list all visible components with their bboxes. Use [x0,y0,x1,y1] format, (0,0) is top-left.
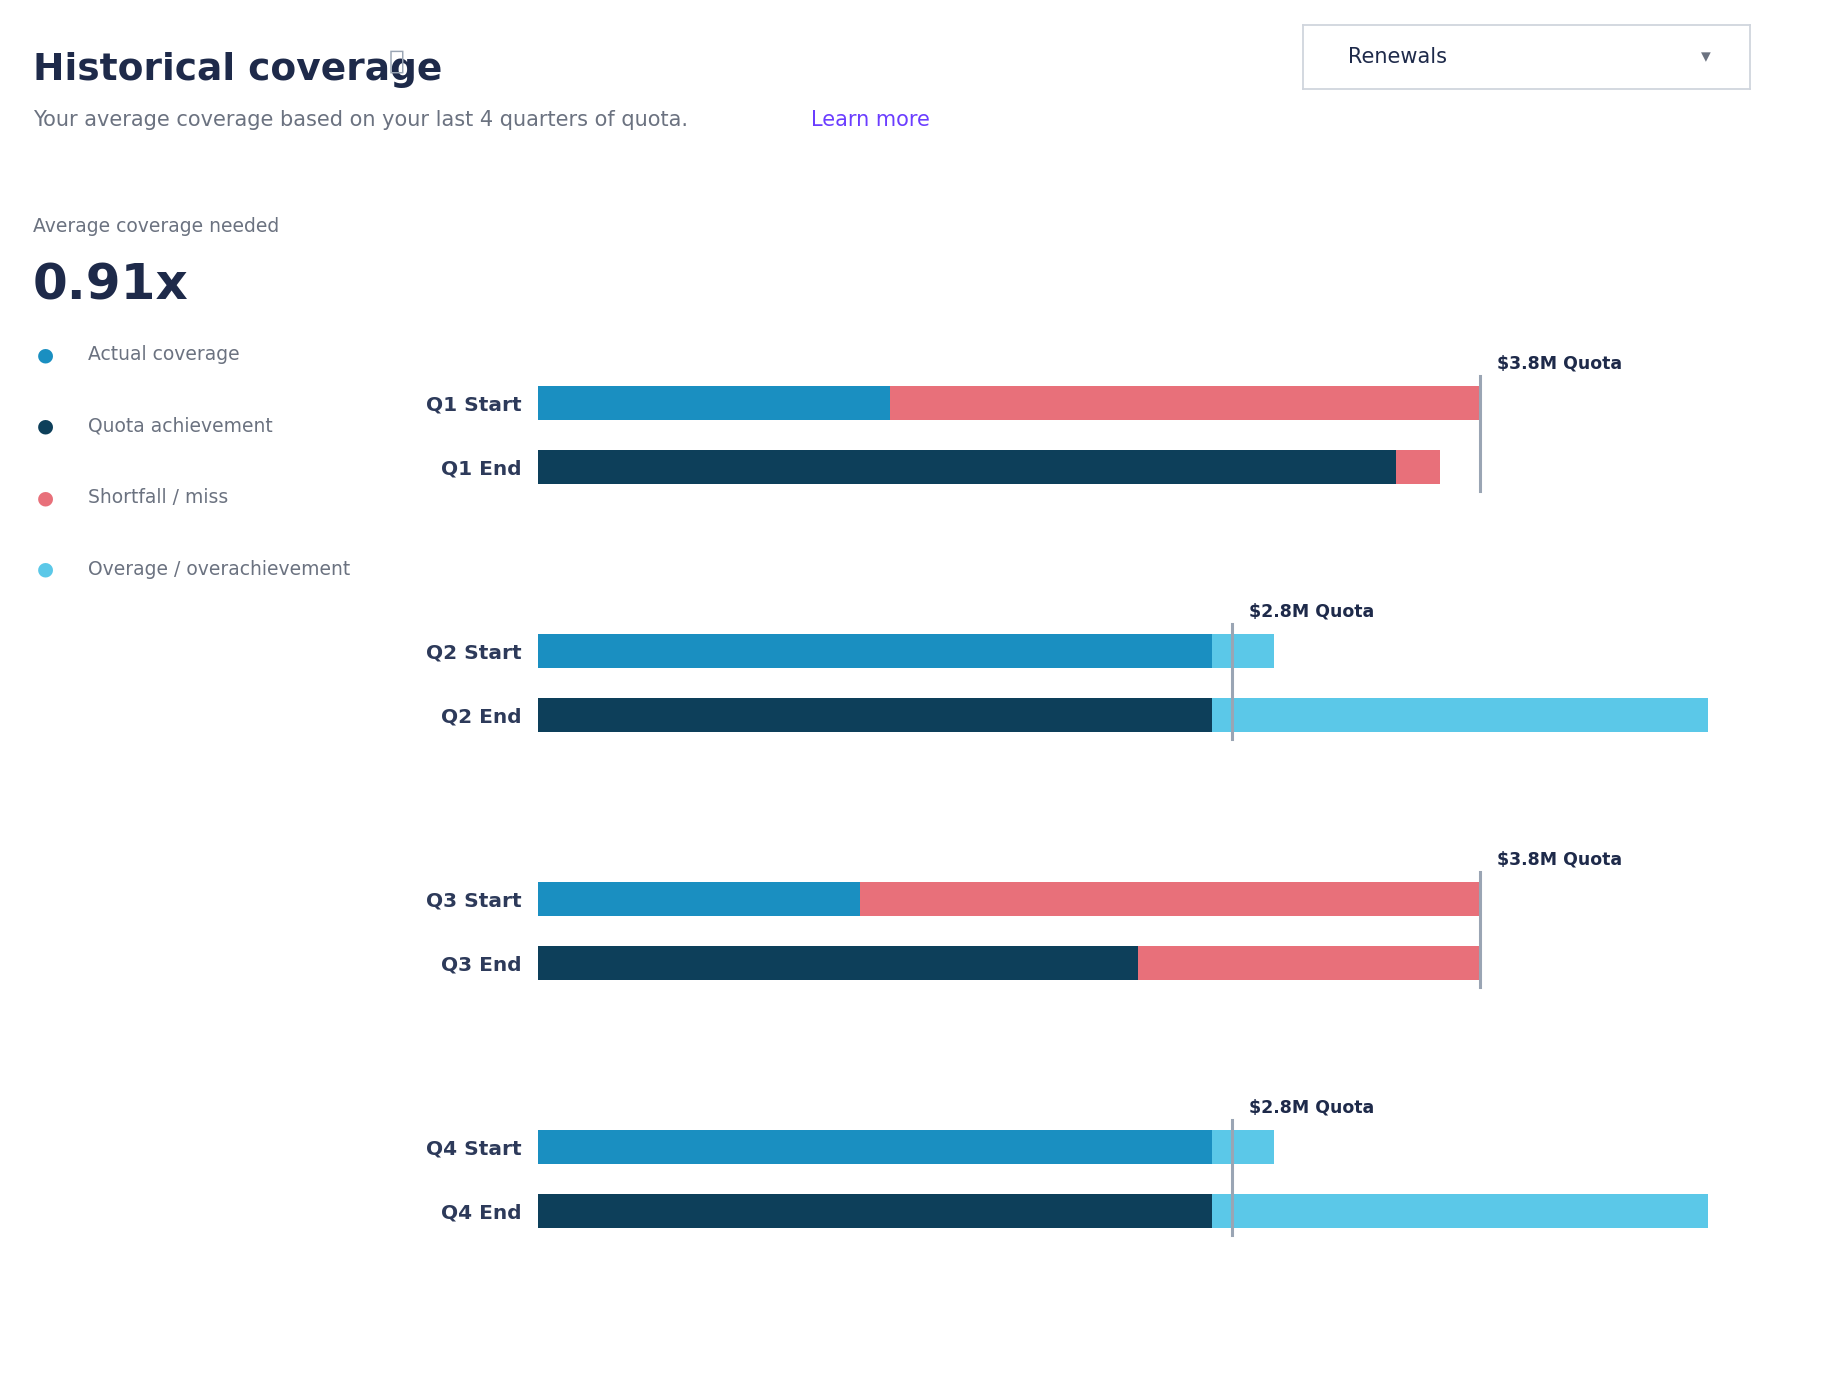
Bar [538,1130,1212,1165]
Text: ⓘ: ⓘ [388,48,405,74]
Text: Overage / overachievement: Overage / overachievement [88,560,350,579]
Bar [538,698,1212,732]
Bar [1212,698,1708,732]
Bar [538,634,1212,668]
Text: Historical coverage: Historical coverage [33,52,443,88]
Text: Renewals: Renewals [1347,47,1447,67]
Text: Actual coverage: Actual coverage [88,345,239,364]
Text: ▾: ▾ [1701,48,1710,66]
Text: Shortfall / miss: Shortfall / miss [88,488,228,507]
Text: Your average coverage based on your last 4 quarters of quota.: Your average coverage based on your last… [33,110,687,131]
Text: Average coverage needed: Average coverage needed [33,217,279,236]
Text: $3.8M Quota: $3.8M Quota [1497,850,1622,868]
Bar [538,946,1138,980]
Text: ●: ● [36,417,53,436]
Text: Quota achievement: Quota achievement [88,417,272,436]
Bar [538,451,1396,484]
Text: ●: ● [36,488,53,507]
Bar [1212,1130,1274,1165]
Bar [860,883,1480,916]
Bar [1212,1195,1708,1228]
Text: $2.8M Quota: $2.8M Quota [1249,602,1375,620]
Text: $2.8M Quota: $2.8M Quota [1249,1099,1375,1116]
Bar [1212,634,1274,668]
Text: Learn more: Learn more [811,110,930,131]
Bar [890,386,1480,421]
Bar [538,883,860,916]
Bar [1138,946,1480,980]
Text: ●: ● [36,560,53,579]
Bar [538,1195,1212,1228]
Text: $3.8M Quota: $3.8M Quota [1497,355,1622,373]
Text: ●: ● [36,345,53,364]
Bar [1396,451,1440,484]
Bar [538,386,890,421]
Text: 0.91x: 0.91x [33,261,188,309]
